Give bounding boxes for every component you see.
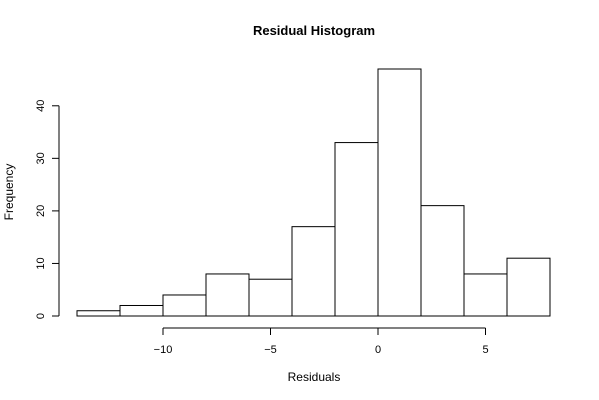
histogram-bars — [76, 68, 551, 317]
x-axis-label: Residuals — [288, 370, 341, 384]
x-tick-label: 5 — [482, 344, 488, 356]
y-tick-label: 10 — [35, 257, 47, 269]
y-tick-label: 20 — [35, 205, 47, 217]
x-axis: −10 −5 0 5 — [154, 327, 489, 356]
histogram-bar — [334, 142, 379, 317]
histogram-bar — [506, 257, 551, 317]
histogram-bar — [248, 278, 293, 317]
histogram-bar — [420, 205, 465, 317]
x-tick-label: −5 — [264, 344, 277, 356]
x-tick-label: 0 — [375, 344, 381, 356]
chart-title: Residual Histogram — [253, 23, 375, 38]
y-tick-label: 40 — [35, 100, 47, 112]
histogram-bar — [291, 226, 336, 317]
histogram-bar — [119, 304, 164, 317]
histogram-bar — [377, 68, 422, 317]
x-tick-label: −10 — [154, 344, 173, 356]
histogram-bar — [205, 273, 250, 317]
histogram-bar — [162, 294, 207, 317]
y-axis: 0 10 20 30 40 — [35, 100, 60, 319]
y-tick-label: 0 — [35, 313, 47, 319]
y-axis-label: Frequency — [2, 164, 16, 221]
histogram-bar — [76, 310, 121, 317]
histogram-bar — [463, 273, 508, 317]
y-tick-label: 30 — [35, 152, 47, 164]
